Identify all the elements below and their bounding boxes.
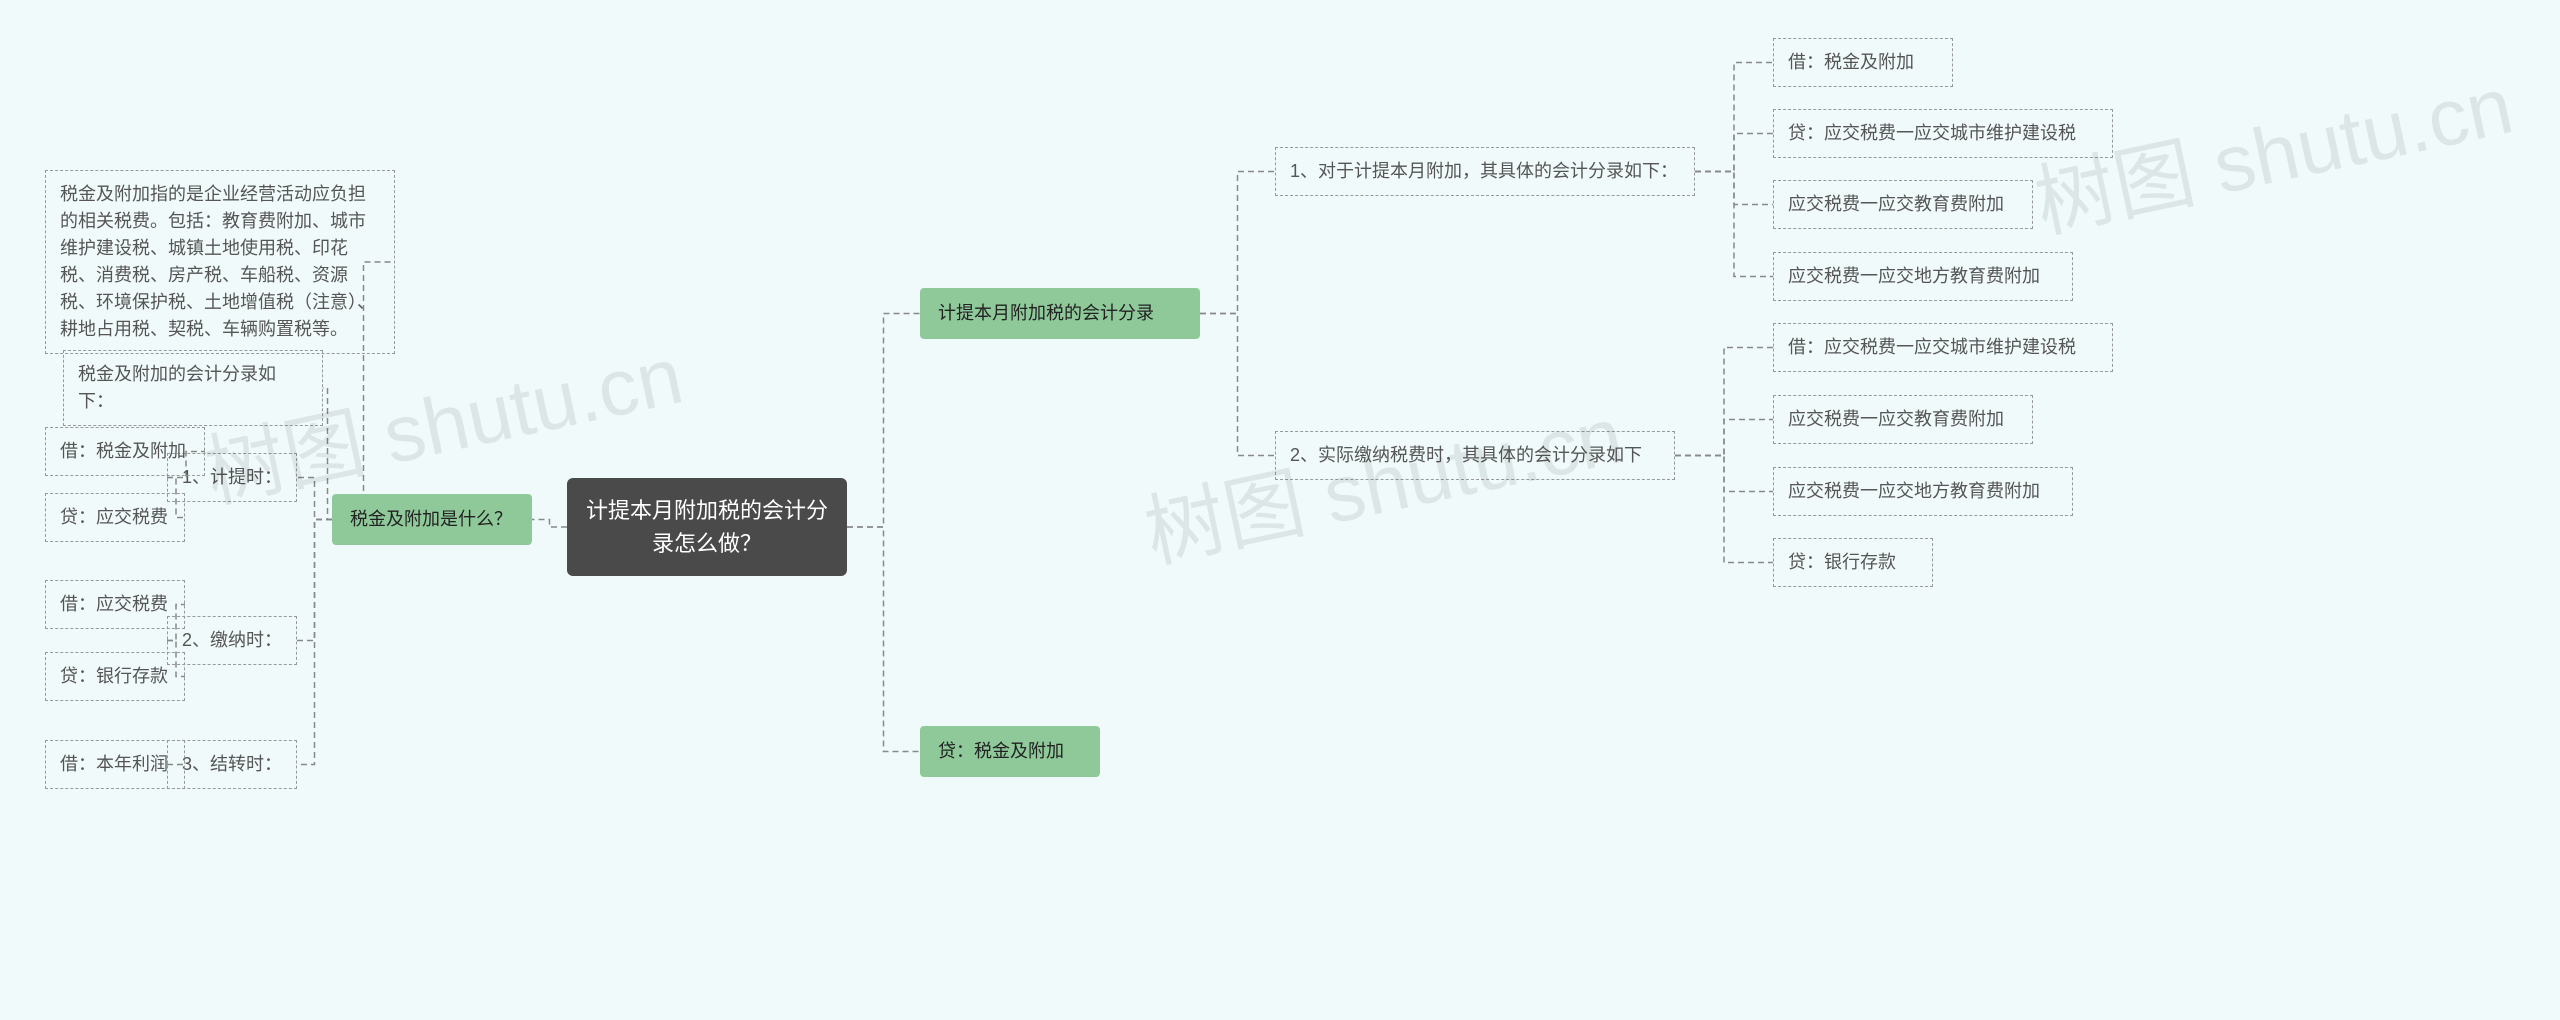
connector bbox=[1675, 456, 1773, 563]
connector bbox=[1200, 172, 1275, 314]
connector bbox=[297, 520, 332, 765]
node-r1b: 2、实际缴纳税费时，其具体的会计分录如下 bbox=[1275, 431, 1675, 480]
connector bbox=[297, 520, 332, 641]
connector bbox=[1695, 63, 1773, 172]
node-r1b3: 应交税费一应交地方教育费附加 bbox=[1773, 467, 2073, 516]
node-r1a1: 借：税金及附加 bbox=[1773, 38, 1953, 87]
node-l1a: 借：税金及附加 bbox=[45, 427, 205, 476]
node-l3a: 借：本年利润 bbox=[45, 740, 185, 789]
connector bbox=[1695, 172, 1773, 277]
node-r1b4: 贷：银行存款 bbox=[1773, 538, 1933, 587]
mindmap-root: 计提本月附加税的会计分录怎么做？ bbox=[567, 478, 847, 576]
node-l2a: 借：应交税费 bbox=[45, 580, 185, 629]
connector bbox=[1675, 348, 1773, 456]
connector bbox=[1695, 134, 1773, 172]
node-r1a: 1、对于计提本月附加，其具体的会计分录如下： bbox=[1275, 147, 1695, 196]
connector bbox=[323, 388, 332, 520]
connector bbox=[1675, 420, 1773, 456]
node-r1a2: 贷：应交税费一应交城市维护建设税 bbox=[1773, 109, 2113, 158]
node-left-sub: 税金及附加的会计分录如下： bbox=[63, 350, 323, 426]
node-r1a4: 应交税费一应交地方教育费附加 bbox=[1773, 252, 2073, 301]
connector bbox=[1200, 314, 1275, 456]
node-r1a3: 应交税费一应交教育费附加 bbox=[1773, 180, 2033, 229]
node-right-2: 贷：税金及附加 bbox=[920, 726, 1100, 777]
node-right-1: 计提本月附加税的会计分录 bbox=[920, 288, 1200, 339]
node-r1b2: 应交税费一应交教育费附加 bbox=[1773, 395, 2033, 444]
node-l2: 2、缴纳时： bbox=[167, 616, 297, 665]
node-r1b1: 借：应交税费一应交城市维护建设税 bbox=[1773, 323, 2113, 372]
connector bbox=[297, 478, 332, 520]
connector bbox=[847, 527, 920, 752]
connector bbox=[1675, 456, 1773, 492]
node-l2b: 贷：银行存款 bbox=[45, 652, 185, 701]
node-l3: 3、结转时： bbox=[167, 740, 297, 789]
node-left-desc: 税金及附加指的是企业经营活动应负担的相关税费。包括：教育费附加、城市维护建设税、… bbox=[45, 170, 395, 354]
connector bbox=[847, 314, 920, 528]
connector bbox=[532, 520, 567, 528]
node-l1b: 贷：应交税费 bbox=[45, 493, 185, 542]
node-left-1: 税金及附加是什么？ bbox=[332, 494, 532, 545]
connector bbox=[1695, 172, 1773, 205]
